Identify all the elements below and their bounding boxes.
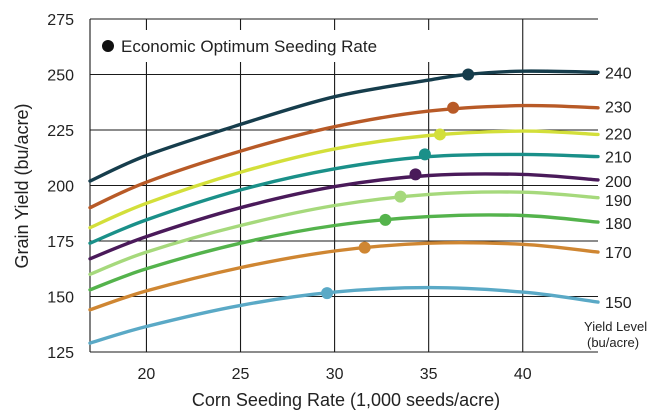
- x-tick-label-35: 35: [420, 366, 438, 383]
- yield-level-label-180: 180: [605, 216, 632, 233]
- grid: [89, 18, 598, 353]
- y-tick-label-225: 225: [47, 123, 74, 140]
- yield-level-label-150: 150: [605, 295, 632, 312]
- x-tick-label-20: 20: [138, 366, 156, 383]
- legend-label: Economic Optimum Seeding Rate: [121, 37, 377, 56]
- optimum-marker-190: [394, 190, 407, 203]
- yield-level-units: (bu/acre): [587, 335, 639, 350]
- yield-level-label-240: 240: [605, 65, 632, 82]
- tick-labels: 125 150 175 200 225 250 275 20 25 30 35 40: [47, 12, 531, 383]
- optimum-marker-220: [433, 128, 446, 141]
- series-line-210: [88, 152, 600, 245]
- optimum-marker-200: [409, 168, 422, 181]
- legend-marker: [102, 40, 114, 52]
- optimum-marker-180: [379, 213, 392, 226]
- x-tick-label-25: 25: [232, 366, 250, 383]
- series-line-180: [88, 213, 600, 292]
- y-tick-label-275: 275: [47, 12, 74, 29]
- y-axis-title: Grain Yield (bu/acre): [12, 103, 32, 268]
- y-tick-label-250: 250: [47, 68, 74, 85]
- optimum-marker-240: [462, 68, 475, 81]
- series-line-190: [88, 190, 600, 276]
- optimum-marker-150: [321, 287, 334, 300]
- optimum-marker-210: [418, 148, 431, 161]
- series-line-220: [88, 129, 600, 230]
- optimum-marker-170: [358, 241, 371, 254]
- x-tick-label-30: 30: [326, 366, 344, 383]
- y-tick-label-125: 125: [47, 345, 74, 362]
- series-line-240: [88, 69, 600, 183]
- series-line-230: [88, 103, 600, 210]
- yield-level-label-230: 230: [605, 100, 632, 117]
- y-tick-label-200: 200: [47, 179, 74, 196]
- yield-level-label-200: 200: [605, 174, 632, 191]
- yield-level-label-170: 170: [605, 245, 632, 262]
- series-line-150: [88, 285, 600, 345]
- optimum-markers: [321, 68, 475, 300]
- y-tick-label-150: 150: [47, 290, 74, 307]
- legend-box: [96, 30, 452, 62]
- y-tick-label-175: 175: [47, 234, 74, 251]
- x-axis-title: Corn Seeding Rate (1,000 seeds/acre): [192, 390, 500, 410]
- optimum-marker-230: [447, 101, 460, 114]
- yield-level-label-220: 220: [605, 126, 632, 143]
- series-line-200: [88, 172, 600, 261]
- x-tick-label-40: 40: [514, 366, 532, 383]
- yield-level-labels: 240 230 220 210 200 190 180 170 150: [605, 65, 632, 312]
- yield-level-label-190: 190: [605, 193, 632, 210]
- series-lines: [88, 69, 600, 345]
- yield-level-label-210: 210: [605, 150, 632, 167]
- series-line-170: [88, 240, 600, 312]
- yield-level-title: Yield Level: [584, 319, 647, 334]
